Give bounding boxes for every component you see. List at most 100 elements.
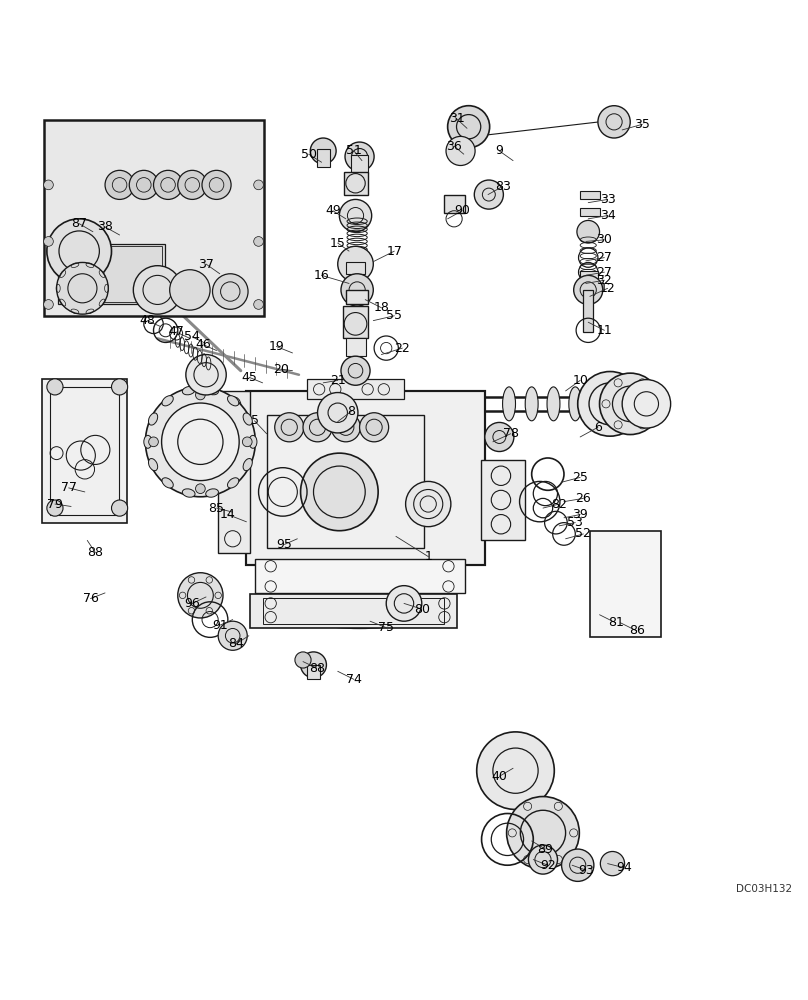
Text: 6: 6 <box>594 421 602 434</box>
Ellipse shape <box>243 459 252 471</box>
Text: 54: 54 <box>184 330 200 343</box>
Circle shape <box>178 573 223 618</box>
Text: 38: 38 <box>97 220 113 233</box>
Circle shape <box>600 851 625 876</box>
Circle shape <box>295 652 311 668</box>
Text: 15: 15 <box>330 237 346 250</box>
Text: 93: 93 <box>578 864 594 877</box>
Circle shape <box>87 224 123 259</box>
Ellipse shape <box>149 413 158 425</box>
Circle shape <box>386 586 422 621</box>
Text: 49: 49 <box>325 204 341 217</box>
Text: 85: 85 <box>208 502 225 515</box>
Circle shape <box>44 180 53 190</box>
Circle shape <box>44 237 53 246</box>
Circle shape <box>133 266 182 314</box>
Text: 33: 33 <box>600 193 616 206</box>
Circle shape <box>507 797 579 869</box>
Circle shape <box>57 262 108 314</box>
Text: 9: 9 <box>495 144 503 157</box>
Circle shape <box>242 437 252 447</box>
Circle shape <box>341 356 370 385</box>
Circle shape <box>105 170 134 199</box>
Text: 53: 53 <box>567 516 583 529</box>
Bar <box>263 598 444 624</box>
Text: 40: 40 <box>491 770 507 783</box>
Circle shape <box>360 413 389 442</box>
Text: 17: 17 <box>386 245 402 258</box>
Circle shape <box>196 390 205 400</box>
Circle shape <box>310 138 336 164</box>
Text: 89: 89 <box>537 843 553 856</box>
Ellipse shape <box>206 489 218 497</box>
Text: 91: 91 <box>212 619 228 632</box>
Circle shape <box>47 219 112 283</box>
Bar <box>50 387 119 515</box>
Circle shape <box>406 481 451 527</box>
Text: 78: 78 <box>503 427 519 440</box>
Circle shape <box>574 275 603 304</box>
Ellipse shape <box>547 387 560 421</box>
Circle shape <box>145 387 255 497</box>
Text: 96: 96 <box>184 597 200 610</box>
Circle shape <box>254 180 263 190</box>
Bar <box>580 208 600 216</box>
Circle shape <box>154 170 183 199</box>
Bar <box>250 594 457 628</box>
Bar <box>346 290 368 304</box>
Text: 10: 10 <box>572 374 588 387</box>
Text: 90: 90 <box>454 204 470 217</box>
Bar <box>307 665 320 679</box>
Bar <box>246 391 485 565</box>
Circle shape <box>341 274 373 306</box>
Circle shape <box>254 237 263 246</box>
Circle shape <box>339 199 372 232</box>
Circle shape <box>301 453 378 531</box>
Text: 39: 39 <box>572 508 588 521</box>
Ellipse shape <box>525 387 538 421</box>
Text: 80: 80 <box>414 603 430 616</box>
Circle shape <box>485 422 514 452</box>
Ellipse shape <box>228 478 239 488</box>
Bar <box>444 195 465 213</box>
Text: 8: 8 <box>347 405 356 418</box>
Bar <box>44 120 264 316</box>
Circle shape <box>345 142 374 171</box>
Bar <box>580 271 598 286</box>
Ellipse shape <box>588 387 601 421</box>
Text: 51: 51 <box>346 144 362 157</box>
Circle shape <box>112 500 128 516</box>
Circle shape <box>254 300 263 309</box>
Bar <box>218 391 250 553</box>
Circle shape <box>196 484 205 494</box>
Bar <box>583 290 593 332</box>
Text: 87: 87 <box>71 217 87 230</box>
Circle shape <box>218 621 247 650</box>
Circle shape <box>600 373 661 435</box>
Ellipse shape <box>206 386 218 395</box>
Circle shape <box>162 403 239 481</box>
Circle shape <box>528 845 558 874</box>
Text: 27: 27 <box>596 251 612 264</box>
Text: 25: 25 <box>572 471 588 484</box>
Text: 26: 26 <box>575 492 591 505</box>
Text: 50: 50 <box>301 148 317 161</box>
Circle shape <box>474 180 503 209</box>
Circle shape <box>578 372 642 436</box>
Text: 55: 55 <box>386 309 402 322</box>
Circle shape <box>598 106 630 138</box>
Text: 21: 21 <box>330 374 346 387</box>
Bar <box>346 338 366 356</box>
Ellipse shape <box>503 387 516 421</box>
Circle shape <box>47 379 63 395</box>
Circle shape <box>213 274 248 309</box>
Circle shape <box>562 849 594 881</box>
Text: 31: 31 <box>448 112 465 125</box>
Ellipse shape <box>249 435 257 448</box>
Circle shape <box>129 170 158 199</box>
Text: 88: 88 <box>87 546 103 559</box>
Ellipse shape <box>228 396 239 406</box>
Bar <box>481 460 525 540</box>
Ellipse shape <box>569 387 582 421</box>
Text: 47: 47 <box>168 325 184 338</box>
